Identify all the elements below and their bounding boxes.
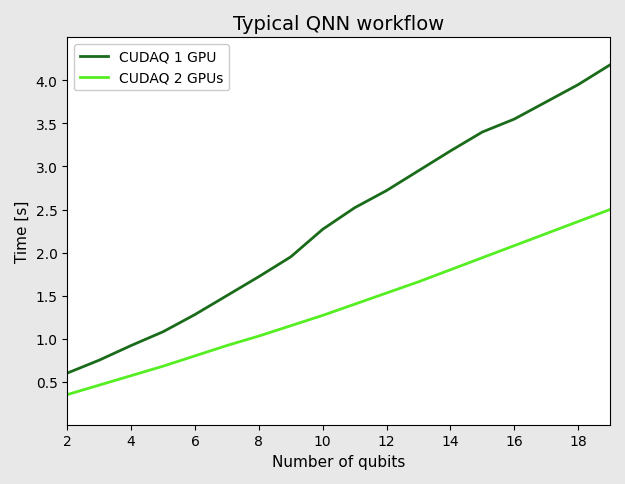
CUDAQ 2 GPUs bbox=[287, 323, 294, 329]
Line: CUDAQ 2 GPUs: CUDAQ 2 GPUs bbox=[68, 210, 610, 395]
CUDAQ 1 GPU bbox=[96, 358, 103, 363]
X-axis label: Number of qubits: Number of qubits bbox=[272, 454, 406, 469]
CUDAQ 2 GPUs bbox=[255, 333, 262, 339]
CUDAQ 1 GPU bbox=[255, 274, 262, 280]
Title: Typical QNN workflow: Typical QNN workflow bbox=[233, 15, 444, 34]
CUDAQ 2 GPUs bbox=[382, 290, 390, 296]
CUDAQ 2 GPUs bbox=[511, 243, 518, 249]
CUDAQ 2 GPUs bbox=[415, 279, 422, 285]
CUDAQ 1 GPU bbox=[542, 100, 550, 106]
CUDAQ 2 GPUs bbox=[223, 343, 231, 348]
CUDAQ 1 GPU bbox=[479, 130, 486, 136]
CUDAQ 1 GPU bbox=[319, 227, 326, 233]
CUDAQ 1 GPU bbox=[382, 188, 390, 194]
Line: CUDAQ 1 GPU: CUDAQ 1 GPU bbox=[68, 66, 610, 373]
CUDAQ 1 GPU bbox=[287, 255, 294, 260]
CUDAQ 2 GPUs bbox=[127, 373, 135, 379]
CUDAQ 1 GPU bbox=[574, 83, 582, 89]
CUDAQ 2 GPUs bbox=[159, 363, 167, 369]
CUDAQ 1 GPU bbox=[223, 293, 231, 299]
CUDAQ 1 GPU bbox=[159, 329, 167, 335]
CUDAQ 2 GPUs bbox=[64, 392, 71, 398]
CUDAQ 2 GPUs bbox=[351, 302, 358, 307]
CUDAQ 2 GPUs bbox=[574, 219, 582, 225]
CUDAQ 1 GPU bbox=[606, 63, 614, 69]
CUDAQ 2 GPUs bbox=[191, 353, 199, 359]
CUDAQ 1 GPU bbox=[511, 117, 518, 123]
CUDAQ 2 GPUs bbox=[479, 255, 486, 261]
CUDAQ 1 GPU bbox=[351, 205, 358, 211]
Legend: CUDAQ 1 GPU, CUDAQ 2 GPUs: CUDAQ 1 GPU, CUDAQ 2 GPUs bbox=[74, 45, 229, 91]
CUDAQ 1 GPU bbox=[191, 312, 199, 318]
CUDAQ 1 GPU bbox=[64, 370, 71, 376]
CUDAQ 2 GPUs bbox=[447, 267, 454, 273]
CUDAQ 2 GPUs bbox=[96, 382, 103, 388]
CUDAQ 1 GPU bbox=[447, 149, 454, 154]
CUDAQ 2 GPUs bbox=[606, 207, 614, 213]
CUDAQ 1 GPU bbox=[415, 168, 422, 174]
CUDAQ 2 GPUs bbox=[319, 313, 326, 318]
CUDAQ 1 GPU bbox=[127, 343, 135, 348]
CUDAQ 2 GPUs bbox=[542, 231, 550, 237]
Y-axis label: Time [s]: Time [s] bbox=[15, 200, 30, 263]
